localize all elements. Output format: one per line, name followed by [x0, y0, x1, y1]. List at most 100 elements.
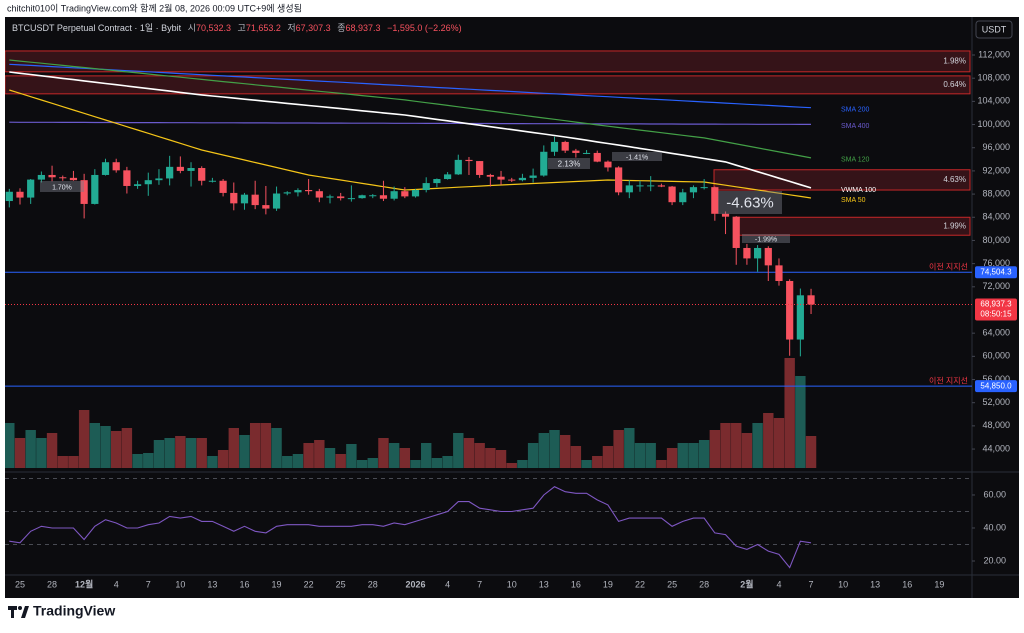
- candle-body: [732, 216, 740, 248]
- volume-bar: [217, 450, 229, 468]
- x-tick-label: 13: [870, 579, 880, 589]
- chart-background: [5, 17, 1019, 598]
- candle-body: [155, 178, 163, 181]
- volume-bar: [634, 443, 646, 468]
- candle-body: [80, 180, 88, 204]
- candle-body: [775, 265, 783, 282]
- zone: [5, 75, 971, 95]
- rsi-tick-label: 20.00: [983, 555, 1006, 565]
- logo: TradingView: [8, 603, 115, 619]
- currency-button[interactable]: [975, 20, 1013, 39]
- rsi-tick-label: 40.00: [983, 522, 1006, 532]
- volume-bar: [153, 440, 165, 468]
- volume-bar: [453, 433, 464, 468]
- candle-body: [27, 179, 35, 198]
- axes: 112,000 108,000 104,000 100,000 96,000 92,000…: [15, 49, 1017, 589]
- volume-bar: [570, 446, 582, 468]
- candle-body: [347, 198, 355, 200]
- y-tick-label: 92,000: [982, 165, 1010, 175]
- logo-text: TradingView: [33, 603, 115, 619]
- x-tick-label: 2026: [406, 579, 426, 589]
- candle-body: [593, 152, 601, 162]
- x-tick-label: 7: [146, 579, 151, 589]
- note-label: 2.13%: [558, 160, 581, 169]
- candle-body: [112, 162, 120, 171]
- last-price-label: 68,937.3: [980, 300, 1012, 309]
- volume-bar: [805, 436, 817, 468]
- volume-bar: [795, 376, 806, 468]
- x-tick-label: 19: [603, 579, 613, 589]
- volume-bar: [784, 358, 795, 468]
- note-label: -1.99%: [755, 236, 777, 243]
- x-tick-label: 19: [934, 579, 944, 589]
- y-tick-label: 96,000: [982, 142, 1010, 152]
- legend-line: BTCUSDT Perpetual Contract · 1일 · Bybit …: [12, 23, 462, 33]
- y-tick-label: 84,000: [982, 212, 1010, 222]
- volume-bar: [559, 435, 571, 468]
- note-box: [742, 234, 790, 243]
- candle-body: [443, 174, 452, 180]
- candle-body: [59, 177, 67, 179]
- volume-bar: [698, 440, 710, 468]
- volume-bar: [68, 456, 79, 468]
- ohlc-value: 71,653.2: [246, 23, 281, 33]
- candle-body: [262, 205, 270, 209]
- candle-body: [5, 191, 13, 202]
- candle-body: [272, 193, 281, 209]
- x-tick-label: 16: [239, 579, 249, 589]
- countdown: 08:50:15: [980, 310, 1012, 319]
- volume-bar: [324, 448, 336, 468]
- candle-body: [315, 191, 323, 198]
- volume-bar: [367, 458, 378, 468]
- volume-bar: [207, 456, 218, 468]
- volume-bar: [741, 433, 753, 468]
- volume-bar: [25, 430, 36, 468]
- price-badge: [975, 266, 1017, 279]
- x-tick-label: 16: [571, 579, 581, 589]
- y-tick-label: 44,000: [982, 443, 1010, 453]
- candle-body: [69, 177, 78, 181]
- volume-bar: [688, 443, 699, 468]
- volume-bar: [228, 428, 239, 468]
- candle-body: [101, 162, 110, 175]
- volume-bar: [46, 433, 58, 468]
- volume-bar: [474, 443, 485, 468]
- candle-body: [668, 186, 676, 203]
- volume-bar: [645, 443, 656, 468]
- volume-bar: [314, 440, 325, 468]
- candle-body: [529, 175, 537, 178]
- support-label: 이전 지지선: [929, 375, 968, 385]
- volume-bar: [463, 438, 475, 468]
- y-tick-label: 104,000: [977, 96, 1010, 106]
- candle-body: [625, 185, 633, 193]
- volume-bar: [14, 438, 26, 468]
- zone: [5, 50, 971, 73]
- candle-body: [754, 247, 762, 259]
- candle-body: [647, 185, 655, 187]
- volume-bar: [132, 454, 143, 468]
- volume-bar: [100, 426, 111, 468]
- candle-body: [807, 295, 815, 305]
- volume-bar: [410, 460, 421, 468]
- candle-body: [465, 159, 473, 162]
- volume-bar: [624, 428, 635, 468]
- moving-average: [9, 63, 812, 109]
- candle-body: [657, 185, 665, 187]
- candle-body: [166, 166, 174, 179]
- logo-mark: [8, 606, 17, 618]
- candle-body: [176, 166, 184, 171]
- volume-bar: [143, 453, 154, 468]
- x-tick-label: 4: [114, 579, 119, 589]
- candle-body: [230, 192, 238, 204]
- zone: [713, 169, 971, 191]
- x-tick-label: 28: [699, 579, 709, 589]
- line-label: SMA 200: [841, 107, 870, 114]
- candle-body: [123, 170, 131, 186]
- volume-bar: [78, 410, 90, 468]
- candle-body: [700, 187, 708, 189]
- volume-bar: [121, 428, 133, 468]
- volume-bar: [421, 443, 432, 468]
- candle-body: [518, 177, 527, 181]
- volume-bar: [111, 431, 122, 468]
- rsi-line: [9, 486, 812, 569]
